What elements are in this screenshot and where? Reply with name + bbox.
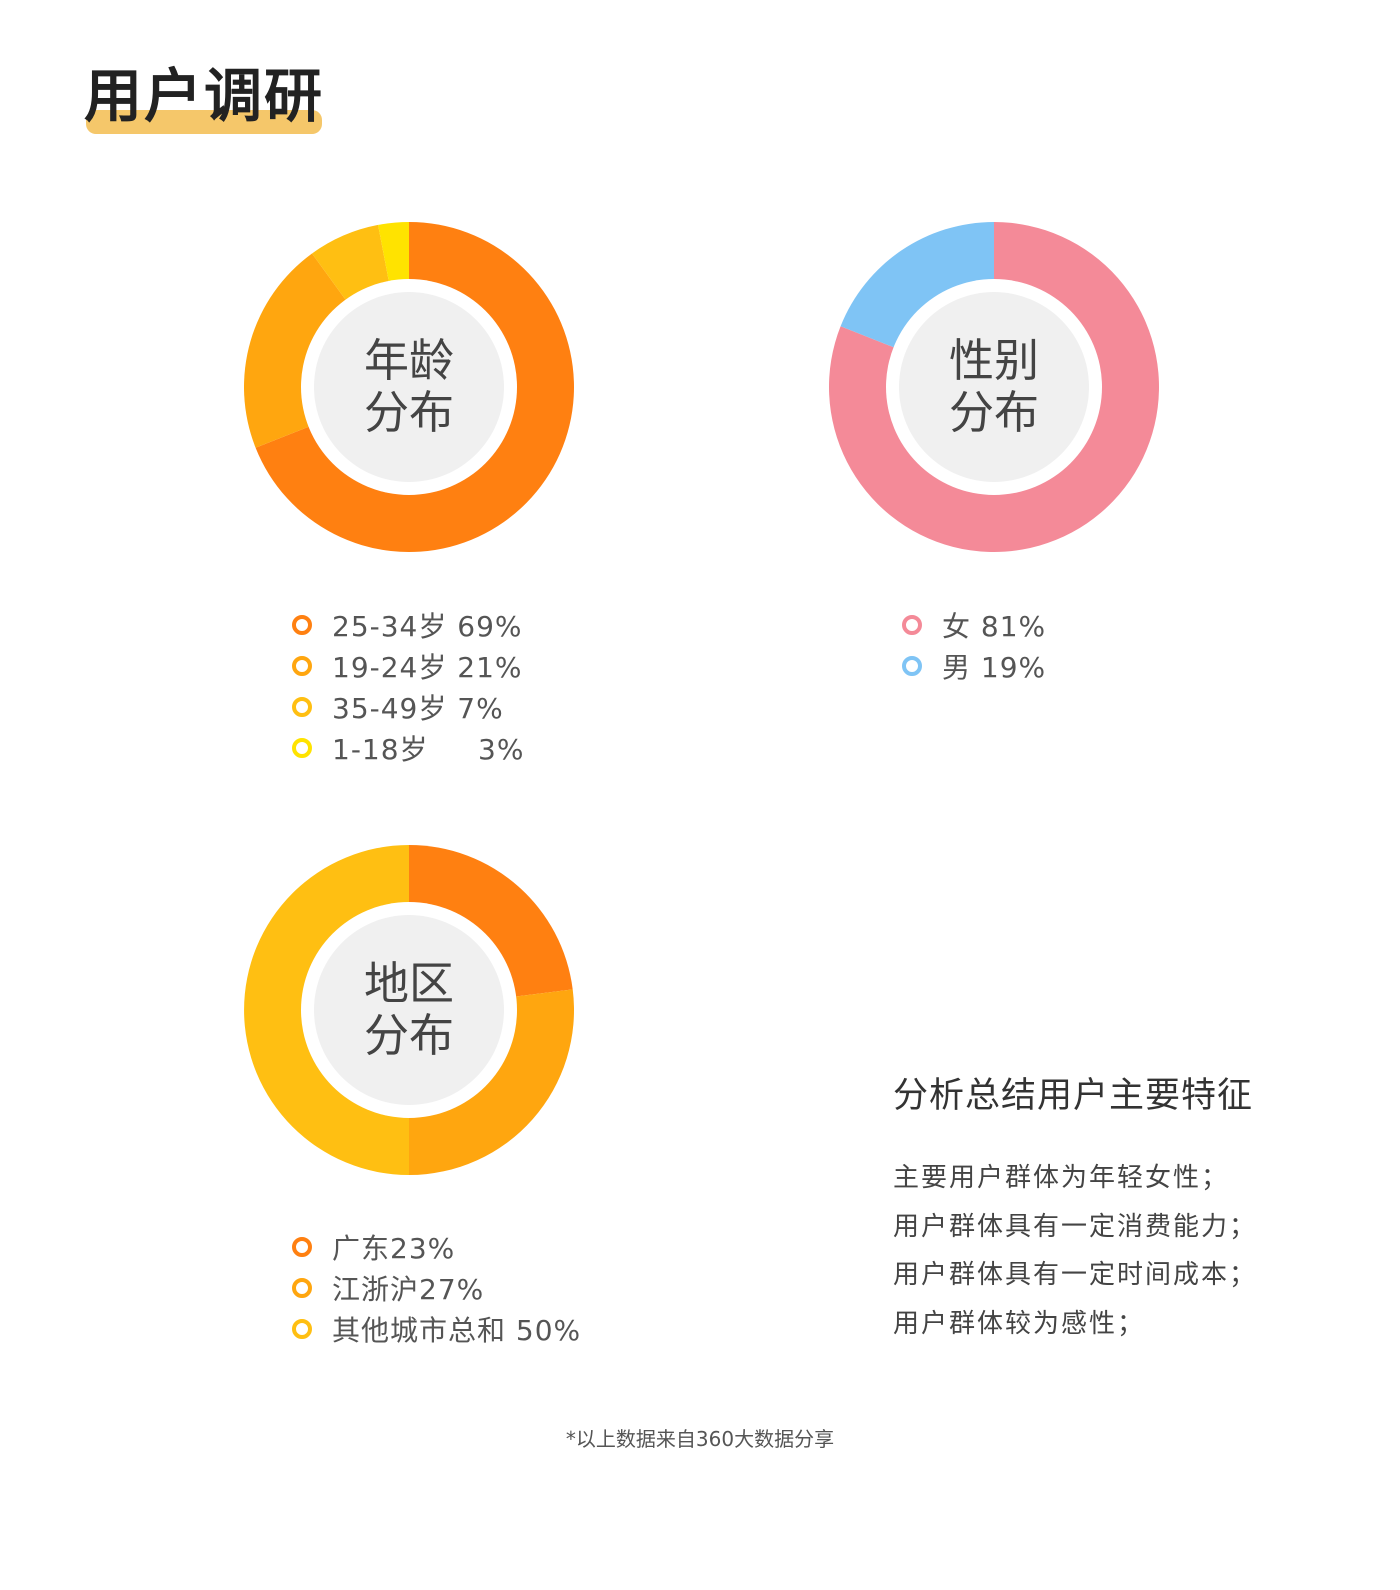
data-source-footnote: *以上数据来自360大数据分享: [565, 1427, 835, 1451]
legend-ring-icon: [292, 655, 312, 676]
region-donut-svg: [244, 845, 574, 1175]
title-highlight-bar: [86, 110, 322, 134]
legend-item: 19-24岁 21%: [292, 645, 524, 686]
gender-donut-svg: [829, 222, 1159, 552]
region-legend: 广东23% 江浙沪27% 其他城市总和 50%: [292, 1226, 581, 1349]
legend-ring-icon: [292, 614, 312, 635]
summary-line: 主要用户群体为年轻女性；: [893, 1163, 1230, 1193]
legend-item: 女 81%: [902, 604, 1046, 645]
donut-center-disc: [314, 292, 504, 482]
legend-item: 35-49岁 7%: [292, 686, 524, 727]
summary-title: 分析总结用户主要特征: [893, 1076, 1254, 1116]
legend-item: 其他城市总和 50%: [292, 1308, 581, 1349]
legend-label: 江浙沪27%: [332, 1272, 485, 1306]
legend-ring-icon: [902, 655, 922, 676]
age-legend: 25-34岁 69% 19-24岁 21% 35-49岁 7% 1-18岁 3%: [292, 604, 524, 768]
legend-item: 男 19%: [902, 645, 1046, 686]
legend-ring-icon: [902, 614, 922, 635]
legend-item: 江浙沪27%: [292, 1267, 581, 1308]
donut-center-disc: [899, 292, 1089, 482]
age-donut-svg: [244, 222, 574, 552]
legend-item: 1-18岁 3%: [292, 727, 524, 768]
summary-line: 用户群体具有一定消费能力；: [893, 1211, 1258, 1242]
legend-ring-icon: [292, 737, 312, 758]
legend-item: 广东23%: [292, 1226, 581, 1267]
summary-line: 用户群体具有一定时间成本；: [893, 1260, 1258, 1290]
page-title-block: 用户调研: [84, 60, 325, 134]
summary-list: 主要用户群体为年轻女性； 用户群体具有一定消费能力； 用户群体具有一定时间成本；…: [893, 1154, 1257, 1348]
legend-ring-icon: [292, 696, 312, 717]
legend-ring-icon: [292, 1318, 312, 1339]
legend-label: 其他城市总和 50%: [332, 1313, 582, 1347]
legend-label: 35-49岁 7%: [332, 691, 504, 725]
legend-label: 女 81%: [942, 609, 1047, 643]
legend-label: 19-24岁 21%: [332, 650, 523, 684]
donut-center-disc: [314, 915, 504, 1105]
gender-donut-chart: 性别 分布: [829, 222, 1159, 552]
legend-label: 25-34岁 69%: [332, 609, 523, 643]
gender-legend: 女 81% 男 19%: [902, 604, 1046, 686]
legend-label: 1-18岁 3%: [332, 732, 525, 766]
legend-ring-icon: [292, 1277, 312, 1298]
summary-section: 分析总结用户主要特征 主要用户群体为年轻女性； 用户群体具有一定消费能力； 用户…: [893, 1070, 1257, 1348]
region-donut-chart: 地区 分布: [244, 845, 574, 1175]
legend-label: 广东23%: [332, 1231, 456, 1265]
legend-ring-icon: [292, 1236, 312, 1257]
legend-item: 25-34岁 69%: [292, 604, 524, 645]
summary-line: 用户群体较为感性；: [893, 1308, 1146, 1339]
legend-label: 男 19%: [942, 650, 1047, 684]
page-title: 用户调研: [84, 62, 325, 130]
age-donut-chart: 年龄 分布: [244, 222, 574, 552]
